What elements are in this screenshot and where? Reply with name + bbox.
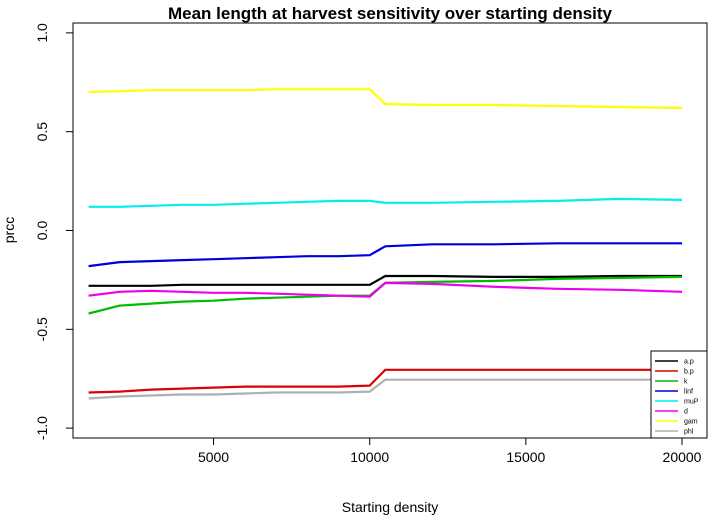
legend-label: gam [684, 419, 698, 426]
legend-label: linf [684, 389, 693, 396]
legend: a.p b.p k linf muP d gam phl [650, 350, 708, 439]
series-line-d [88, 281, 683, 298]
series-line-a-p [88, 274, 682, 287]
legend-label: muP [684, 399, 699, 406]
chart-title: Mean length at harvest sensitivity over … [168, 4, 613, 23]
legend-label: a.p [684, 359, 694, 366]
legend-label: d [684, 409, 688, 416]
y-tick-label: 0.0 [34, 221, 50, 241]
x-tick-label: 10000 [350, 449, 389, 465]
series-line-phl [88, 378, 682, 400]
y-axis-label: prcc [1, 217, 17, 243]
series-line-linf [88, 242, 682, 268]
y-tick-label: 0.5 [34, 122, 50, 142]
legend-label: phl [684, 429, 694, 436]
y-tick-label: -1.0 [34, 416, 50, 440]
y-axis: -1.0 -0.5 0.0 0.5 1.0 [34, 23, 73, 440]
y-tick-label: 1.0 [34, 23, 50, 43]
legend-label: b.p [684, 369, 694, 376]
series-lines [88, 88, 683, 400]
x-tick-label: 15000 [506, 449, 545, 465]
series-line-mup [88, 197, 683, 208]
x-tick-label: 20000 [663, 449, 702, 465]
x-tick-label: 5000 [198, 449, 229, 465]
x-axis: 5000 10000 15000 20000 [198, 438, 702, 465]
series-line-b-p [88, 368, 682, 394]
x-axis-label: Starting density [342, 499, 439, 515]
series-line-gam [88, 88, 683, 110]
legend-box [650, 350, 708, 439]
legend-label: k [684, 379, 688, 386]
y-tick-label: -0.5 [34, 317, 50, 341]
plot-frame [72, 22, 708, 439]
